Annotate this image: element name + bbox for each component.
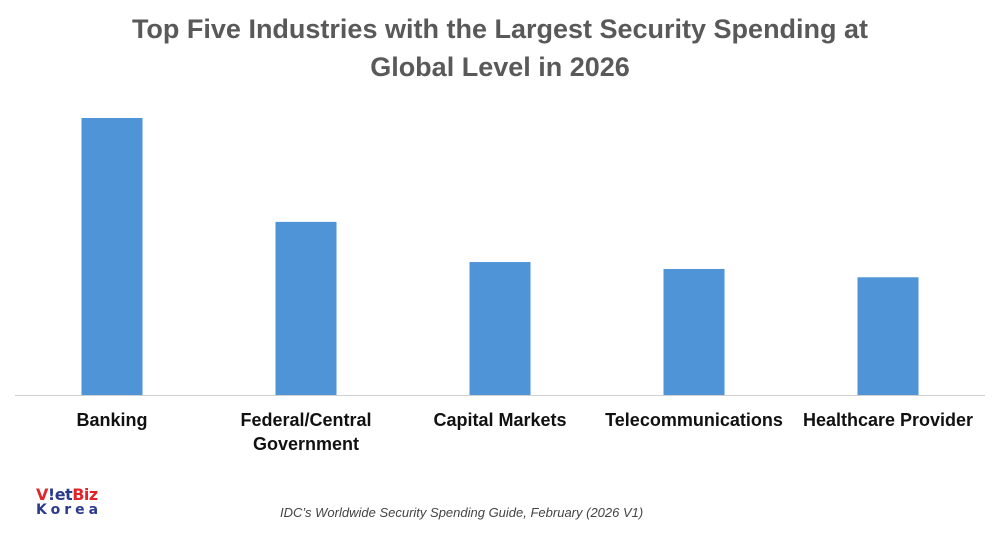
- tick-label-healthcare-provider: Healthcare Provider: [788, 408, 988, 432]
- tick-label-line: Telecommunications: [605, 410, 783, 430]
- tick-label-line: Capital Markets: [433, 410, 567, 430]
- tick-label-line: Government: [252, 434, 360, 454]
- tick-label-capital-markets: Capital Markets: [400, 408, 600, 432]
- bar-healthcare-provider: [857, 277, 919, 395]
- chart-title-line-1: Top Five Industries with the Largest Sec…: [131, 14, 869, 44]
- bar-capital-markets: [469, 262, 531, 395]
- tick-label-telecommunications: Telecommunications: [594, 408, 794, 432]
- chart-title: Top Five Industries with the Largest Sec…: [50, 10, 950, 86]
- chart-title-line-2: Global Level in 2026: [370, 52, 630, 82]
- tick-label-federal-central-government: Federal/Central Government: [206, 408, 406, 456]
- source-note: IDC’s Worldwide Security Spending Guide,…: [280, 505, 644, 520]
- tick-label-line: Federal/Central: [240, 410, 372, 430]
- tick-label-line: Healthcare Provider: [802, 410, 974, 430]
- tick-label-banking: Banking: [12, 408, 212, 432]
- bar-federal-central-government: [275, 221, 337, 395]
- bar-banking: [81, 118, 143, 395]
- logo-letters-iet: !et: [47, 485, 73, 504]
- logo-letters-biz: Biz: [72, 485, 98, 504]
- vietbiz-korea-logo: V!etBiz Korea: [36, 487, 102, 518]
- logo-wordmark-bottom: Korea: [36, 502, 103, 518]
- tick-label-line: Banking: [76, 410, 148, 430]
- bar-telecommunications: [663, 268, 725, 395]
- logo-wordmark-top: V!etBiz: [36, 487, 102, 503]
- logo-letter-v: V: [36, 485, 48, 504]
- bar-group: [81, 118, 919, 395]
